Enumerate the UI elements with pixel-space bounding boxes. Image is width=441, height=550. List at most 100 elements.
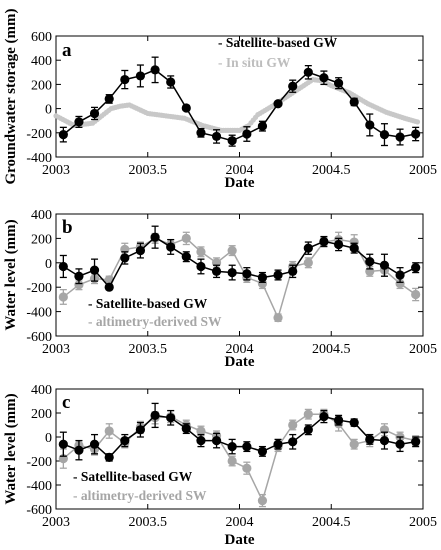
y-tick-label: -400 [26, 151, 52, 166]
data-point [242, 269, 252, 279]
panel-letter: a [62, 40, 72, 61]
x-axis-title: Date [225, 532, 255, 548]
data-point [181, 252, 191, 262]
legend-entry: - In situ GW [218, 55, 291, 70]
y-tick-label: 400 [31, 208, 52, 223]
y-tick-label: -200 [26, 281, 52, 296]
x-tick-label: 2005 [409, 342, 437, 357]
data-point [349, 243, 359, 253]
chart-panel-a: 2003 2003.5 2004 2004.5 2005 -400 -200 0 200 400 6… [3, 8, 437, 191]
legend-entry: - altimetry-derived SW [73, 488, 207, 503]
series-0 [58, 225, 421, 292]
legend-entry: - Satellite-based GW [73, 469, 193, 484]
x-tick-label: 2004 [226, 342, 254, 357]
data-point [58, 292, 68, 302]
data-point [89, 108, 100, 119]
data-point [303, 425, 313, 435]
data-point [365, 120, 375, 130]
data-point [89, 439, 100, 449]
data-point [333, 78, 344, 88]
data-point [196, 128, 206, 138]
data-point [303, 409, 313, 419]
y-tick-label: 200 [31, 78, 52, 93]
x-tick-label: 2003.5 [129, 515, 168, 530]
y-tick-label: 400 [31, 383, 52, 398]
data-point [349, 97, 359, 107]
data-point [242, 129, 252, 139]
data-point [196, 247, 206, 257]
data-point [379, 436, 390, 446]
chart-panel-b: 2003 2003.5 2004 2004.5 2005 -600 -400 -200 0 200… [3, 208, 437, 370]
x-axis-title: Date [225, 354, 255, 370]
data-point [150, 232, 160, 242]
x-tick-label: 2004.5 [312, 342, 351, 357]
data-point [288, 437, 298, 447]
data-point [242, 463, 252, 473]
data-point [58, 130, 68, 140]
legend-entry: - Satellite-based GW [218, 35, 338, 50]
series-1 [53, 76, 421, 133]
y-tick-label: -400 [26, 306, 52, 321]
data-point [74, 280, 84, 290]
data-point [411, 263, 421, 273]
y-tick-label: -600 [26, 330, 52, 345]
data-point [319, 73, 329, 83]
data-point [303, 258, 313, 268]
y-tick-label: 200 [31, 407, 52, 422]
data-point [319, 236, 329, 247]
data-point [288, 266, 298, 276]
data-point [227, 267, 237, 278]
chart-panel-c: 2003 2003.5 2004 2004.5 2005 -600 -400 -200 0 200… [3, 383, 437, 548]
data-point [273, 313, 283, 323]
data-point [319, 412, 329, 422]
data-point [74, 445, 84, 455]
data-point [227, 136, 237, 146]
data-point [227, 246, 237, 256]
x-tick-label: 2004 [226, 163, 254, 178]
data-point [288, 81, 298, 91]
data-point [395, 439, 405, 449]
data-point [227, 456, 237, 466]
data-point [211, 131, 222, 142]
data-point [166, 413, 176, 423]
x-tick-label: 2003.5 [129, 163, 168, 178]
y-tick-label: -600 [26, 503, 52, 518]
y-tick-label: 0 [45, 431, 52, 446]
data-point [257, 496, 268, 506]
data-point [150, 65, 160, 75]
data-point [104, 282, 114, 292]
y-tick-label: 0 [45, 257, 52, 272]
data-point [273, 270, 283, 280]
y-tick-label: -200 [26, 455, 52, 470]
data-point [135, 71, 146, 81]
data-point [181, 424, 191, 434]
data-point [414, 119, 421, 125]
data-point [211, 436, 222, 446]
series-line [55, 78, 418, 131]
panel-letter: c [62, 392, 70, 413]
data-point [349, 439, 359, 449]
legend-entry: - altimetry-derived SW [88, 314, 222, 329]
data-point [166, 242, 176, 252]
data-point [379, 260, 390, 270]
x-tick-label: 2004 [226, 515, 254, 530]
x-tick-label: 2005 [409, 163, 437, 178]
data-point [89, 265, 100, 275]
data-point [196, 426, 206, 436]
data-point [411, 437, 421, 447]
series-0 [58, 56, 421, 147]
data-point [411, 129, 421, 139]
data-point [288, 420, 298, 430]
y-tick-label: -200 [26, 127, 52, 142]
data-point [395, 270, 405, 280]
data-point [333, 239, 344, 250]
data-point [74, 271, 84, 281]
data-point [135, 425, 146, 435]
data-point [349, 418, 359, 428]
y-axis-title: Groundwater storage (mm) [3, 8, 19, 184]
data-point [411, 289, 421, 300]
y-tick-label: -400 [26, 479, 52, 494]
legend-entry: - Satellite-based GW [88, 296, 208, 311]
data-point [166, 77, 176, 87]
x-tick-label: 2003 [42, 342, 70, 357]
